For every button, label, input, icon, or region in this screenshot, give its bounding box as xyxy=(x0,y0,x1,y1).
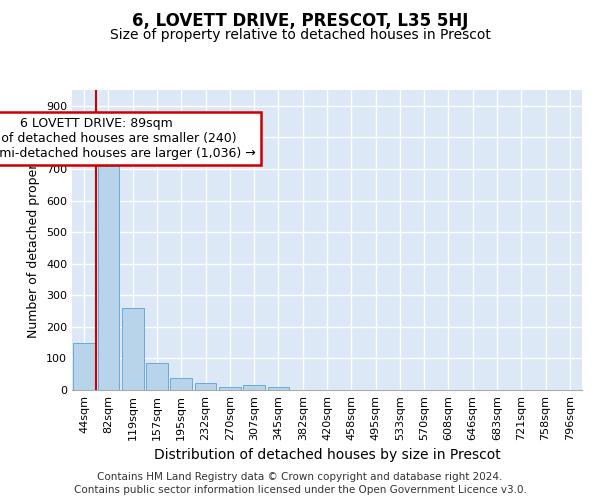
Bar xyxy=(243,386,265,390)
Bar xyxy=(194,383,217,390)
Text: 6 LOVETT DRIVE: 89sqm
← 19% of detached houses are smaller (240)
81% of semi-det: 6 LOVETT DRIVE: 89sqm ← 19% of detached … xyxy=(0,117,256,160)
X-axis label: Distribution of detached houses by size in Prescot: Distribution of detached houses by size … xyxy=(154,448,500,462)
Text: Size of property relative to detached houses in Prescot: Size of property relative to detached ho… xyxy=(110,28,490,42)
Text: 6, LOVETT DRIVE, PRESCOT, L35 5HJ: 6, LOVETT DRIVE, PRESCOT, L35 5HJ xyxy=(132,12,468,30)
Bar xyxy=(146,363,168,390)
Y-axis label: Number of detached properties: Number of detached properties xyxy=(28,142,40,338)
Text: Contains public sector information licensed under the Open Government Licence v3: Contains public sector information licen… xyxy=(74,485,526,495)
Bar xyxy=(219,387,241,390)
Bar xyxy=(73,344,95,390)
Text: Contains HM Land Registry data © Crown copyright and database right 2024.: Contains HM Land Registry data © Crown c… xyxy=(97,472,503,482)
Bar xyxy=(170,378,192,390)
Bar xyxy=(268,387,289,390)
Bar xyxy=(97,166,119,390)
Bar xyxy=(122,308,143,390)
